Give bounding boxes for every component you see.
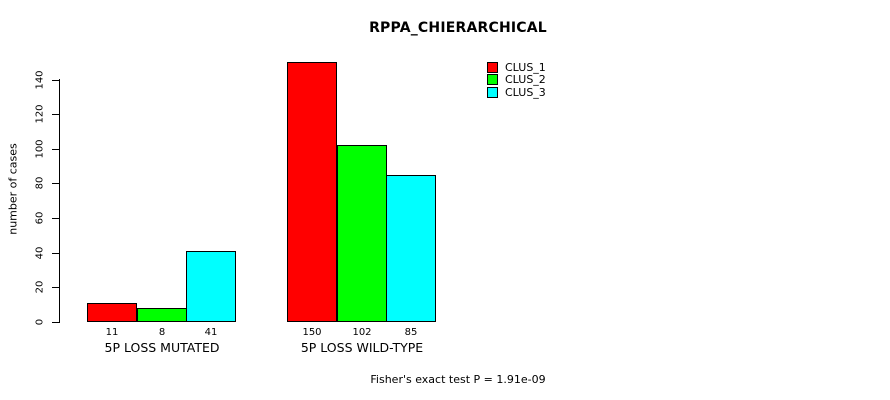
bar-clus_3-group2 bbox=[386, 175, 436, 322]
legend-swatch-clus_3 bbox=[487, 86, 498, 98]
bar-value-label: 102 bbox=[352, 327, 372, 338]
bar-value-label: 85 bbox=[404, 327, 418, 338]
chart-title: RPPA_CHIERARCHICAL bbox=[369, 20, 547, 36]
bar-value-label: 11 bbox=[105, 327, 119, 338]
y-axis-tick-label: 120 bbox=[34, 104, 46, 124]
bar-value-label: 150 bbox=[302, 327, 322, 338]
y-axis-tick bbox=[52, 253, 59, 254]
y-axis-tick-label: 40 bbox=[34, 246, 46, 260]
y-axis-tick bbox=[52, 287, 59, 288]
y-axis-tick-label: 140 bbox=[34, 70, 46, 90]
bar-clus_2-group1 bbox=[137, 308, 187, 322]
y-axis-tick-label: 60 bbox=[34, 211, 46, 225]
bar-value-label: 41 bbox=[204, 327, 218, 338]
legend-item-clus_3: CLUS_3 bbox=[487, 86, 546, 99]
y-axis-tick bbox=[52, 218, 59, 219]
y-axis-tick bbox=[52, 322, 59, 323]
bar-clus_2-group2 bbox=[337, 145, 387, 322]
y-axis-tick bbox=[52, 149, 59, 150]
legend-label: CLUS_3 bbox=[505, 85, 546, 99]
y-axis-tick-label: 100 bbox=[34, 139, 46, 159]
y-axis-tick-label: 80 bbox=[34, 176, 46, 190]
legend-swatch-clus_2 bbox=[487, 74, 498, 86]
y-axis-tick bbox=[52, 80, 59, 81]
category-label: 5P LOSS WILD-TYPE bbox=[300, 340, 424, 355]
bar-clus_1-group2 bbox=[287, 62, 337, 322]
legend-item-clus_2: CLUS_2 bbox=[487, 73, 546, 87]
bar-clus_3-group1 bbox=[186, 251, 236, 322]
legend-label: CLUS_2 bbox=[505, 73, 546, 87]
y-axis-tick bbox=[52, 114, 59, 115]
annotation-text: Fisher's exact test P = 1.91e-09 bbox=[370, 373, 546, 386]
category-label: 5P LOSS MUTATED bbox=[104, 340, 220, 355]
y-axis-tick bbox=[52, 183, 59, 184]
y-axis-tick-label: 0 bbox=[34, 318, 46, 326]
y-axis-tick-label: 20 bbox=[34, 280, 46, 294]
y-axis-title: number of cases bbox=[6, 143, 20, 235]
y-axis-line bbox=[59, 79, 60, 323]
legend-label: CLUS_1 bbox=[505, 60, 546, 74]
legend: CLUS_1 CLUS_2 CLUS_3 bbox=[487, 61, 546, 99]
bar-value-label: 8 bbox=[158, 327, 166, 338]
legend-item-clus_1: CLUS_1 bbox=[487, 61, 546, 74]
legend-swatch-clus_1 bbox=[487, 61, 498, 73]
bar-clus_1-group1 bbox=[87, 303, 137, 322]
